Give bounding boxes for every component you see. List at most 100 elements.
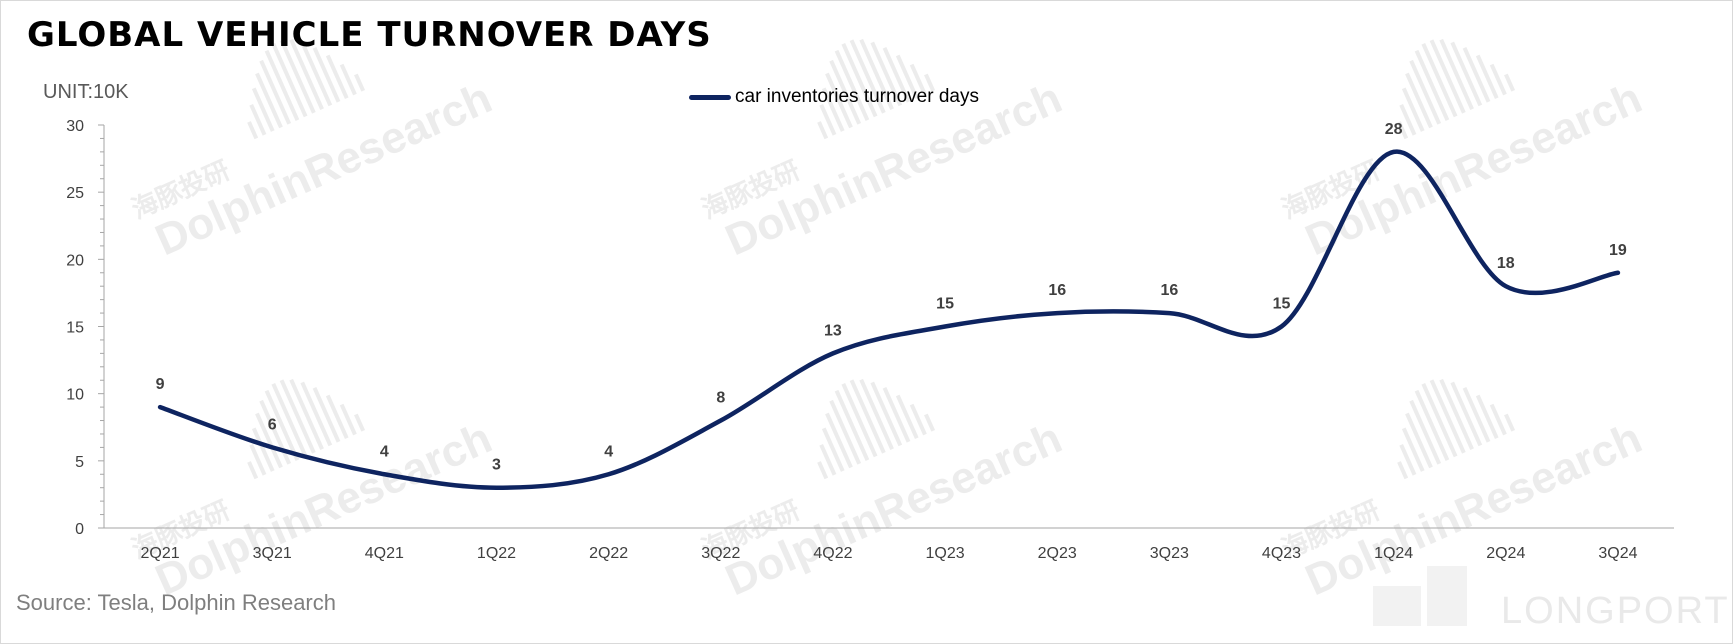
watermark-bar [289,38,324,110]
watermark-bar [841,42,878,118]
axes: 0 5 10 15 20 25 30 2Q21 3Q21 4Q21 1Q22 2Q22 3Q22 4Q22… [66,118,1674,562]
x-tick-label: 2Q23 [1038,545,1077,562]
watermark-bar [834,389,870,461]
watermark-bar [895,54,919,99]
series-line-1 [157,149,1621,490]
data-label: 4 [604,443,613,460]
watermark-bar [247,461,259,480]
y-tick-label: 0 [75,521,84,538]
watermark-bar [909,63,927,96]
x-tick-label: 3Q24 [1598,545,1637,562]
watermark-bar [249,103,267,136]
y-axis-unit-label: UNIT:10K [43,81,129,103]
watermark-bar [354,413,366,432]
watermark-bar [300,381,333,447]
data-label: 15 [936,296,954,313]
source-note: Source: Tesla, Dolphin Research [16,590,336,615]
watermark-bar [312,47,341,103]
watermark-bar [1401,427,1425,472]
watermark-bar [255,412,283,469]
data-label: 3 [492,457,501,474]
watermark-bar [895,394,919,439]
watermark-bar [300,41,333,107]
watermark-bar [1489,63,1507,96]
chart-title: GLOBAL VEHICLE TURNOVER DAYS [27,15,712,55]
x-tick-label: 4Q23 [1262,545,1301,562]
legend-label: car inventories turnover days [735,86,979,107]
y-tick-label: 5 [75,454,84,471]
x-tick-label: 1Q23 [926,545,965,562]
watermark-bar [1450,41,1483,107]
footer-brand-text: LONGPORT [1501,590,1730,632]
watermark-bar [829,59,862,125]
footer-brand-block [1427,566,1467,626]
watermark-bar [1397,121,1409,140]
series-layer [157,149,1621,490]
x-tick-label: 2Q24 [1486,545,1525,562]
watermark-bar [264,49,300,121]
watermark-bar [1450,381,1483,447]
watermark-bar [825,412,853,469]
watermark-bar [264,389,300,461]
watermark-bar [1414,389,1450,461]
watermark-bar [1405,72,1433,129]
watermark-bar [882,387,911,443]
watermark-bar [819,443,837,476]
watermark-bar [1429,379,1466,454]
watermark-bar [1462,387,1491,443]
watermark-bar [312,387,341,443]
x-tick-label: 2Q21 [141,545,180,562]
data-label: 13 [824,322,842,339]
watermark-bar [339,63,357,96]
x-tick-label: 2Q22 [589,545,628,562]
watermark-bar [271,382,308,458]
watermark-bar [251,87,275,132]
data-label: 16 [1048,282,1066,299]
watermark-bar [817,461,829,480]
y-tick-label: 20 [66,252,84,269]
watermark-bar [1504,73,1516,92]
watermark-bar [821,427,845,472]
watermark-bar [1475,394,1499,439]
x-tick-label: 4Q22 [813,545,852,562]
watermark-bar [1504,413,1516,432]
watermark-bar [924,413,936,432]
watermark-bar [1421,382,1458,458]
footer-brand-block [1373,586,1421,626]
watermark-bar [829,399,862,465]
watermark-bar [1399,103,1417,136]
watermark-bar [279,379,316,454]
y-tick-label: 10 [66,387,84,404]
watermark-bar [1409,399,1442,465]
x-tick-label: 3Q23 [1150,545,1189,562]
watermark-bar [1401,87,1425,132]
watermark-bar [849,379,886,454]
watermark-bar [1405,412,1433,469]
watermark-bar [271,42,308,118]
data-label: 9 [156,376,165,393]
watermark-bar [909,403,927,436]
watermark-bar [1397,461,1409,480]
watermark-bar [870,41,903,107]
watermark-bar [289,378,324,450]
watermark-bar [1462,47,1491,103]
y-tick-label: 25 [66,185,84,202]
data-label: 6 [268,416,277,433]
watermark-bar [1489,403,1507,436]
data-label: 28 [1385,121,1403,138]
watermark-bar [834,49,870,121]
watermark-bar [849,39,886,114]
watermark-bar [339,403,357,436]
data-label: 19 [1609,242,1627,259]
watermark-bar [251,427,275,472]
watermark-bar [1399,443,1417,476]
watermark-bar [1409,59,1442,125]
x-tick-label: 1Q24 [1374,545,1413,562]
watermark-bar [325,394,349,439]
watermark-bar [841,382,878,458]
